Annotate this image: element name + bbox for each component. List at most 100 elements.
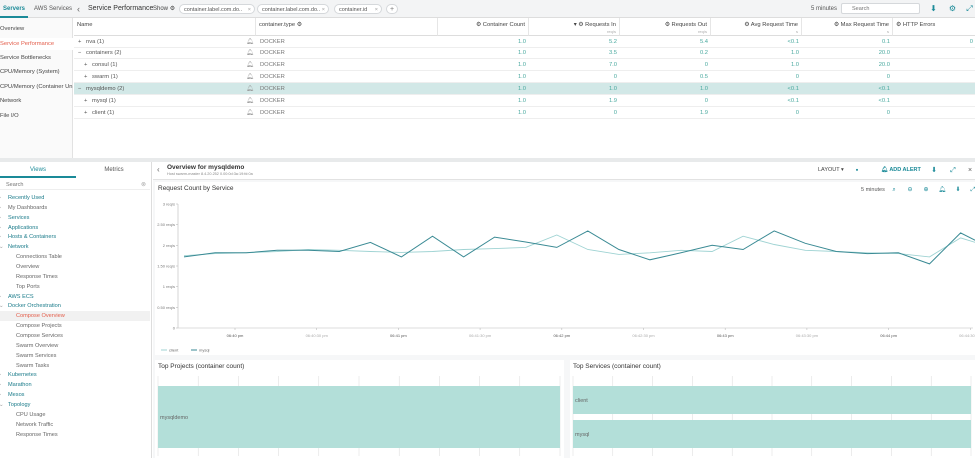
tree-item[interactable]: Network Traffic [0,420,150,430]
tree-item[interactable]: Top Ports [0,282,150,292]
gear-icon[interactable]: ⚙ [744,22,750,28]
pin-icon[interactable]: ⬇ [931,167,937,174]
nav-item-overview[interactable]: Overview [0,26,25,32]
filter-chip[interactable]: container.label.com.do.. × [257,4,329,14]
search-input[interactable] [841,3,920,14]
tab-aws-services[interactable]: AWS Services [33,6,73,12]
expand-icon[interactable]: ⤢ [970,187,975,193]
close-icon[interactable]: × [374,7,378,13]
column-header-avg-request-time[interactable]: ⚙ Avg Request Time s [711,18,802,36]
column-header-http-errors[interactable]: ⚙ HTTP Errors [893,18,975,36]
nav-item-service-performance[interactable]: Service Performance [0,38,73,50]
tree-item[interactable]: Overview [0,262,150,272]
table-row[interactable]: + client (1) 🔔︎ DOCKER 1.0 0 1.9 0 0 [74,107,975,119]
gear-icon[interactable]: ⚙ [475,22,482,28]
zoom-out-icon[interactable]: ⊖ [907,187,913,193]
bar[interactable] [573,386,971,414]
bell-icon[interactable]: 🔔︎ [246,86,254,92]
tree-item[interactable]: › Kubernetes [0,370,150,380]
nav-item-cpu-memory-system[interactable]: CPU/Memory (System) [0,69,60,75]
column-header-requests-in[interactable]: ▾ ⚙ Requests In req/s [529,18,620,36]
tree-item[interactable]: › Marathon [0,380,150,390]
column-header-container-count[interactable]: ⚙ Container Count [438,18,529,36]
nav-item-cpu-memory-container[interactable]: CPU/Memory (Container Un... [0,84,73,90]
bell-icon[interactable]: 🔔︎ [246,98,254,104]
gear-icon[interactable]: ⚙ [664,22,670,28]
gear-icon[interactable]: ⚙ [896,22,902,28]
bell-icon[interactable]: 🔔︎ [246,110,254,116]
time-range-selector[interactable]: 5 minutes [811,6,838,12]
tree-item[interactable]: › Hosts & Containers [0,232,150,242]
expand-toggle-icon[interactable]: + [84,98,88,104]
tree-item[interactable]: › Applications [0,223,150,233]
tab-servers[interactable]: Servers [0,0,28,18]
bar[interactable] [573,420,971,448]
tab-views[interactable]: Views [0,162,76,178]
column-header-container-type[interactable]: container.type ⚙ [256,18,438,36]
nav-item-network[interactable]: Network [0,98,22,104]
table-row[interactable]: + mysql (1) 🔔︎ DOCKER 1.0 1.9 0 <0.1 <0.1 [74,95,975,107]
column-header-max-request-time[interactable]: ⚙ Max Request Time s [802,18,893,36]
gear-icon[interactable]: ⚙ [578,22,584,28]
layout-dropdown[interactable]: LAYOUT ▾ [818,167,844,173]
table-row[interactable]: − mysqldemo (2) 🔔︎ DOCKER 1.0 1.0 1.0 <0.1 <0.1 [74,83,975,95]
tree-item[interactable]: › Mesos [0,390,150,400]
close-icon[interactable]: × [247,7,251,13]
tree-item[interactable]: Compose Services [0,331,150,341]
tree-item[interactable]: ⌄ Docker Orchestration [0,301,150,311]
expand-icon[interactable]: ⤢ [966,4,973,13]
expand-toggle-icon[interactable]: + [84,62,88,68]
chart-time-range[interactable]: 5 minutes [861,187,885,193]
tab-metrics[interactable]: Metrics [104,167,124,173]
tree-item[interactable]: Connections Table [0,252,150,262]
expand-toggle-icon[interactable]: + [84,74,88,80]
pin-icon[interactable]: ⬇ [955,187,961,193]
bell-icon[interactable]: 🔔︎ [246,39,254,45]
nav-item-file-io[interactable]: File I/O [0,113,19,119]
search-icon[interactable]: ⌕ [892,187,896,193]
tree-item[interactable]: › Services [0,213,150,223]
views-search-input[interactable] [0,181,150,190]
sort-desc-icon[interactable]: ▾ [573,22,577,28]
clear-icon[interactable]: ⊗ [141,182,147,188]
panel-divider[interactable] [0,158,975,162]
legend-label[interactable]: mysql [199,348,210,353]
filter-chip[interactable]: container.label.com.do.. × [179,4,255,14]
tree-item[interactable]: ⌄ Network [0,242,150,252]
back-chevron-icon[interactable]: ‹ [157,165,160,174]
close-icon[interactable]: × [967,167,973,174]
tree-item[interactable]: Compose Projects [0,321,150,331]
expand-toggle-icon[interactable]: + [84,110,88,116]
expand-icon[interactable]: ⤢ [950,167,956,174]
bell-icon[interactable]: 🔔︎ [246,62,254,68]
tree-item[interactable]: CPU Usage [0,410,150,420]
tree-item[interactable]: ⌄ Topology [0,400,150,410]
tree-item[interactable]: Swarm Tasks [0,361,150,371]
tree-item[interactable]: › My Dashboards [0,203,150,213]
bar[interactable] [158,386,560,448]
expand-toggle-icon[interactable]: + [78,39,82,45]
nav-item-service-bottlenecks[interactable]: Service Bottlenecks [0,55,51,61]
bell-icon[interactable]: 🔔︎ [938,187,946,193]
add-filter-button[interactable]: + [386,4,398,14]
gear-icon[interactable]: ⚙ [169,6,176,12]
expand-toggle-icon[interactable]: − [78,50,82,56]
tree-item[interactable]: Response Times [0,272,150,282]
tree-item[interactable]: Compose Overview [0,311,150,322]
tree-item[interactable]: › AWS ECS [0,292,150,302]
bell-icon[interactable]: 🔔︎ [246,50,254,56]
add-alert-button[interactable]: 🔔︎ ADD ALERT [881,167,921,173]
table-row[interactable]: + swarm (1) 🔔︎ DOCKER 1.0 0 0.5 0 0 [74,71,975,83]
legend-label[interactable]: client [169,348,179,353]
table-row[interactable]: − containers (2) 🔔︎ DOCKER 1.0 3.5 0.2 1.0 20.0 [74,47,975,59]
filter-chip[interactable]: container.id × [334,4,382,14]
back-chevron-icon[interactable]: ‹ [77,4,80,14]
table-row[interactable]: + nva (1) 🔔︎ DOCKER 1.0 5.2 5.4 <0.1 0.1 0 [74,36,975,48]
table-row[interactable]: + consul (1) 🔔︎ DOCKER 1.0 7.0 0 1.0 20.0 [74,59,975,71]
tree-item[interactable]: Response Times [0,430,150,440]
column-header-name[interactable]: Name [74,18,256,36]
tree-item[interactable]: Swarm Services [0,351,150,361]
column-header-requests-out[interactable]: ⚙ Requests Out req/s [620,18,711,36]
gear-icon[interactable]: ⚙ [833,22,840,28]
comment-icon[interactable]: ▪ [855,167,859,174]
